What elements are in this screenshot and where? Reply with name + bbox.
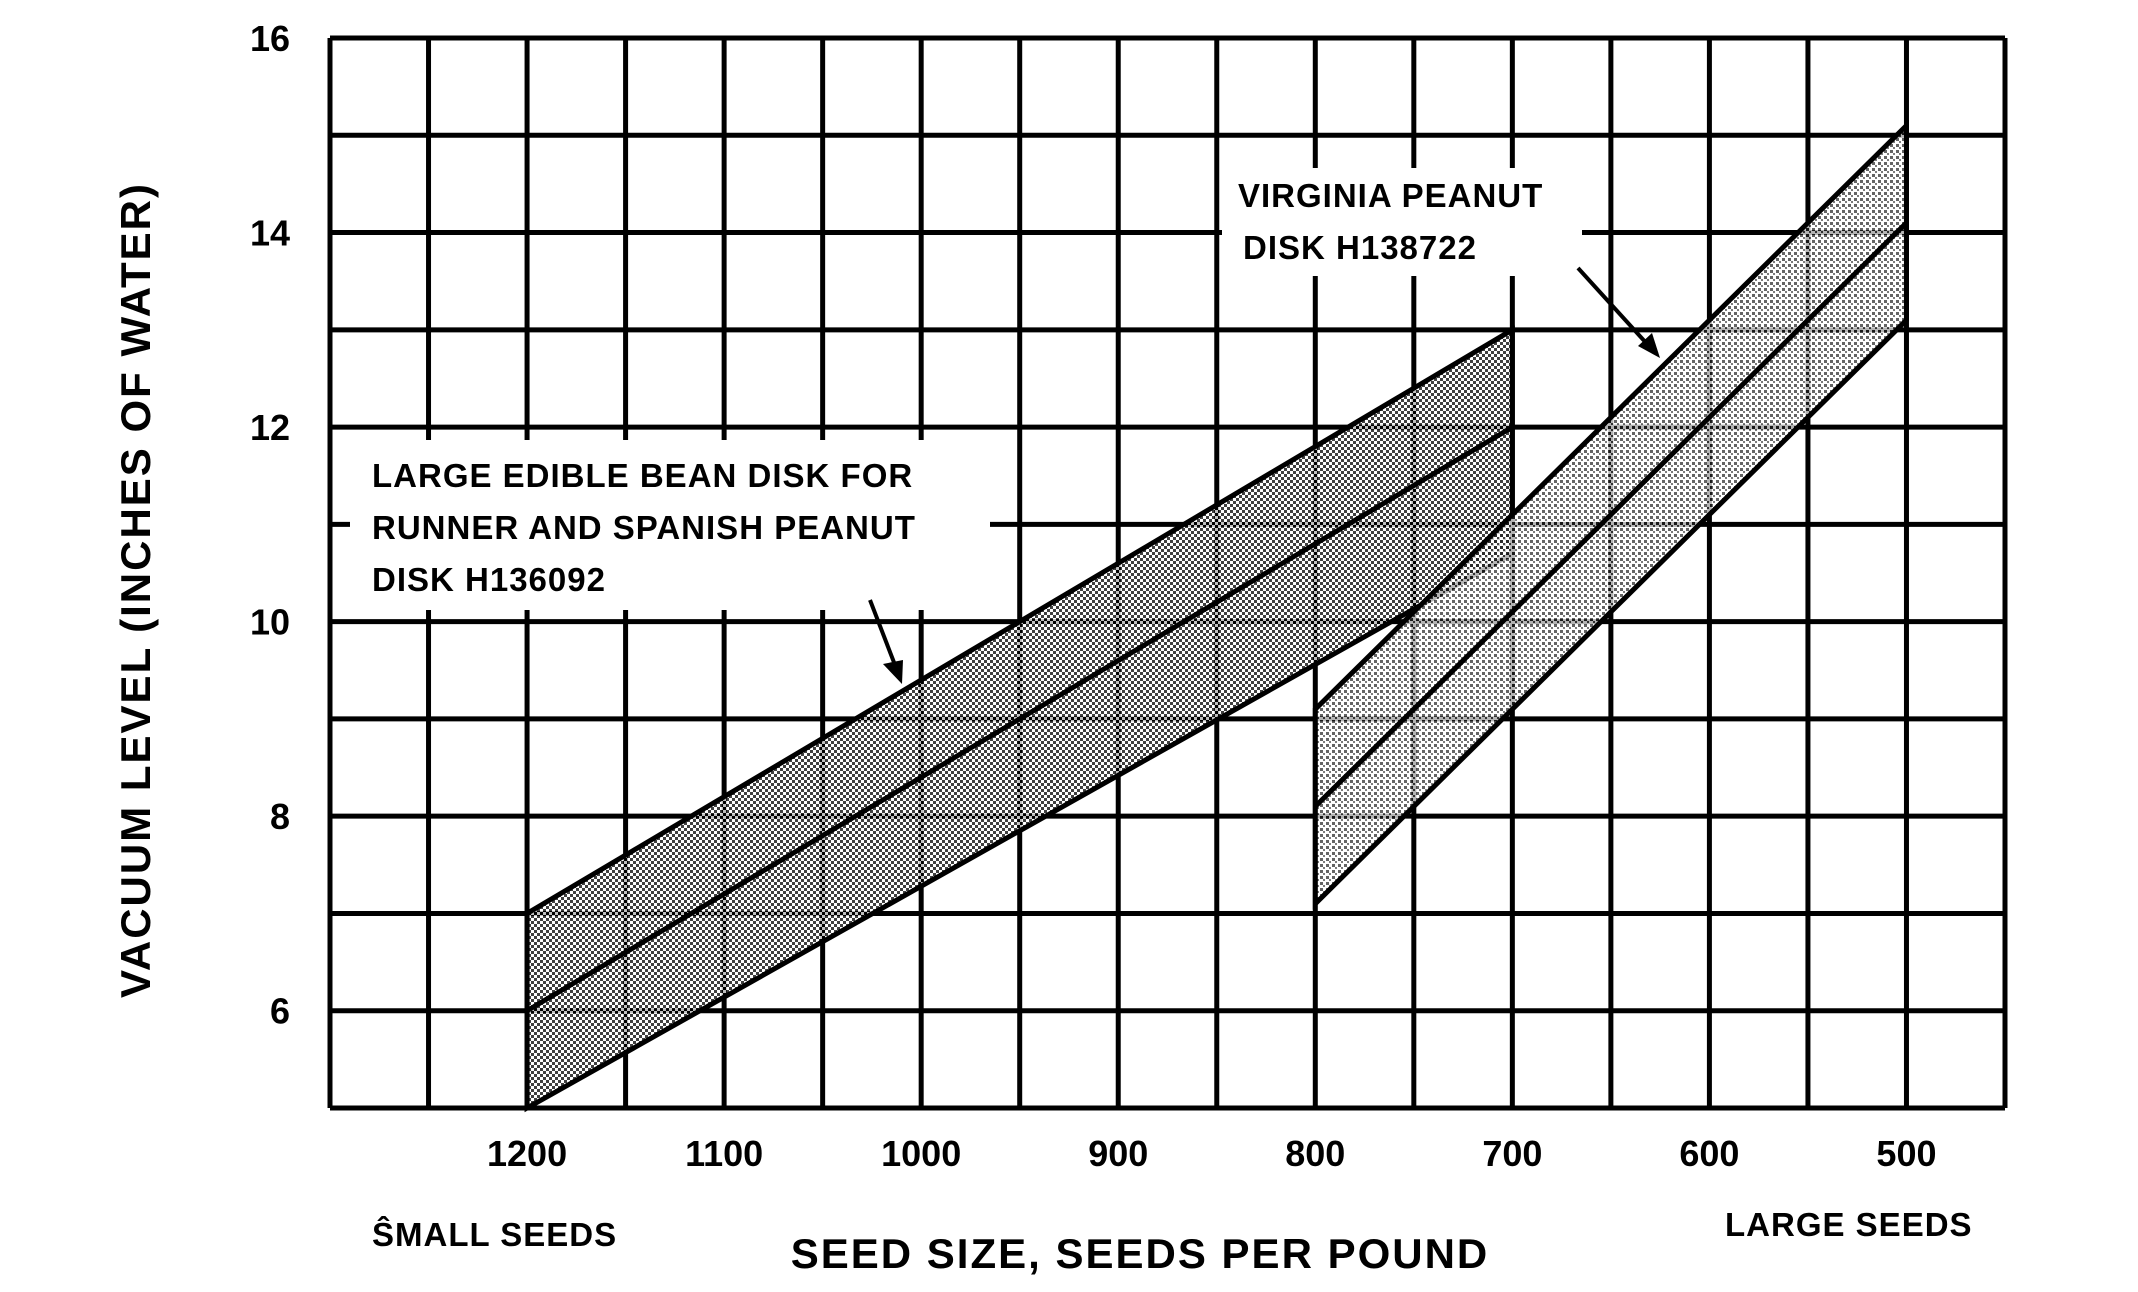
annotation-virginia-line-1: VIRGINIA PEANUT	[1238, 177, 1543, 214]
x-axis-title: SEED SIZE, SEEDS PER POUND	[791, 1230, 1490, 1277]
x-tick-label: 800	[1285, 1133, 1345, 1174]
annotation-bean-line-2: RUNNER AND SPANISH PEANUT	[372, 509, 916, 546]
band-bean-runner-spanish-outline	[524, 325, 1515, 1113]
band-virginia-peanut-center-line	[1313, 221, 1909, 809]
y-tick-label: 12	[250, 407, 290, 448]
x-tick-label: 1100	[685, 1133, 763, 1174]
annotation-bean-arrow	[868, 599, 897, 666]
x-tick-labels: 1200 1100 1000 900 800 700 600 500	[487, 1133, 1936, 1174]
x-tick-label: 1200	[487, 1133, 567, 1174]
x-end-label-large-seeds: LARGE SEEDS	[1725, 1206, 1973, 1243]
y-tick-label: 6	[270, 991, 290, 1032]
y-axis-title: VACUUM LEVEL (INCHES OF WATER)	[112, 182, 159, 998]
annotation-virginia-disk: VIRGINIA PEANUT DISK H138722	[1222, 168, 1660, 358]
x-end-label-small-seeds: ŜMALL SEEDS	[372, 1215, 617, 1253]
band-virginia-peanut-outline	[1312, 119, 1909, 910]
annotation-virginia-arrow	[1576, 266, 1650, 347]
x-tick-label: 1000	[881, 1133, 961, 1174]
annotation-bean-disk-box	[350, 440, 990, 610]
x-tick-label: 700	[1482, 1133, 1542, 1174]
band-virginia-peanut	[1312, 119, 1909, 910]
annotation-virginia-box	[1222, 168, 1582, 276]
bands	[524, 119, 1909, 1113]
x-tick-label: 500	[1876, 1133, 1936, 1174]
y-tick-label: 14	[250, 213, 290, 254]
x-tick-label: 600	[1679, 1133, 1739, 1174]
x-tick-label: 900	[1088, 1133, 1148, 1174]
band-bean-runner-spanish-center-line	[525, 424, 1514, 1013]
y-tick-label: 10	[250, 602, 290, 643]
y-tick-label: 8	[270, 796, 290, 837]
annotation-virginia-arrow-head	[1638, 333, 1660, 358]
annotation-bean-disk: LARGE EDIBLE BEAN DISK FOR RUNNER AND SP…	[350, 440, 990, 684]
annotation-bean-line-1: LARGE EDIBLE BEAN DISK FOR	[372, 457, 913, 494]
annotation-bean-arrow-head	[883, 660, 903, 684]
band-bean-runner-spanish	[524, 325, 1515, 1113]
annotation-bean-line-3: DISK H136092	[372, 561, 606, 598]
annotation-virginia-line-2: DISK H138722	[1243, 229, 1477, 266]
y-tick-labels: 6 8 10 12 14 16	[250, 18, 290, 1032]
y-tick-label: 16	[250, 18, 290, 59]
